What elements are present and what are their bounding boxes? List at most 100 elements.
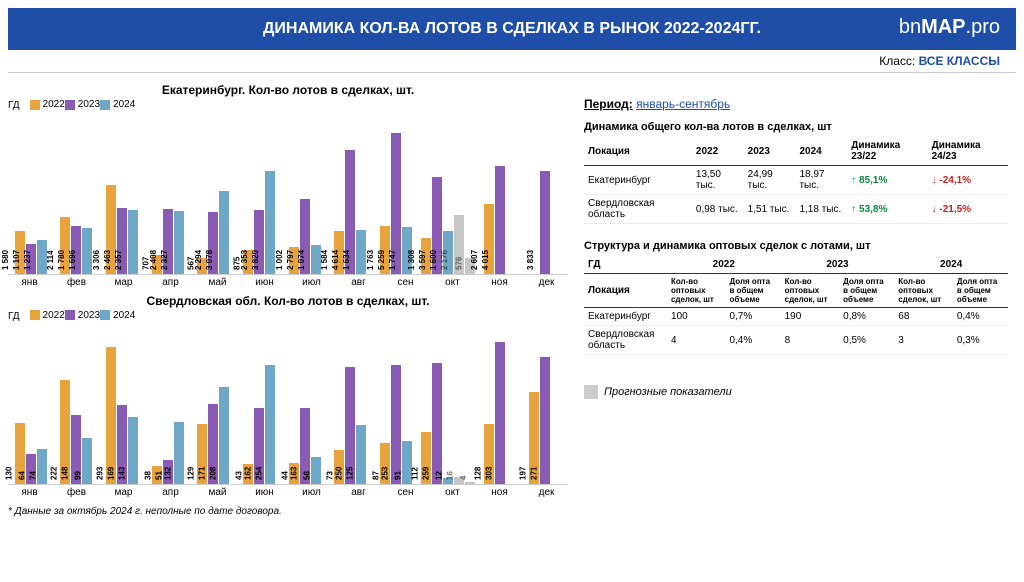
bar-value: 3 597 xyxy=(418,249,427,269)
dynamics-cell: 53,8% xyxy=(847,195,927,224)
bar-value: 125 xyxy=(346,467,355,480)
table-header: Доля опта в общем объеме xyxy=(839,274,894,308)
bar-value: 162 xyxy=(243,467,252,480)
table-cell: 0,98 тыс. xyxy=(692,195,744,224)
bar-value: 143 xyxy=(117,467,126,480)
bar-value: 303 xyxy=(484,467,493,480)
bar-value: 197 xyxy=(519,467,528,480)
table-cell: 1,51 тыс. xyxy=(744,195,796,224)
charts-panel: Екатеринбург. Кол-во лотов в сделках, шт… xyxy=(8,77,568,517)
legend-swatch-icon xyxy=(100,310,110,320)
bar: 2 357 xyxy=(128,210,138,273)
legend-label: 2024 xyxy=(113,310,135,321)
bar-group: 129171208 xyxy=(193,387,235,485)
bar: 253 xyxy=(391,365,401,484)
legend-swatch-icon xyxy=(100,100,110,110)
axis-label: апр xyxy=(149,275,192,288)
table-row: Екатеринбург13,50 тыс.24,99 тыс.18,97 ты… xyxy=(584,166,1008,195)
period-label: Период: xyxy=(584,97,633,111)
bar-value: 254 xyxy=(254,467,263,480)
table2: ГД202220232024ЛокацияКол-во оптовых сдел… xyxy=(584,256,1008,355)
chart1: 1 5801 1071 2372 1141 7801 6963 3062 463… xyxy=(8,115,568,275)
forecast-label: Прогнозные показатели xyxy=(604,386,732,398)
class-filter: Класс: ВСЕ КЛАССЫ xyxy=(8,50,1016,73)
table-header: Динамика 24/23 xyxy=(928,137,1008,166)
table-header: Кол-во оптовых сделок, шт xyxy=(781,274,840,308)
bar-value: 1 763 xyxy=(366,249,375,269)
bar-value: 222 xyxy=(50,467,59,480)
table-header: Кол-во оптовых сделок, шт xyxy=(894,274,953,308)
bar-value: 2 357 xyxy=(114,249,123,269)
bar-value: 132 xyxy=(163,467,172,480)
table-cell: 0,3% xyxy=(953,326,1008,355)
gd-label: ГД xyxy=(8,100,20,111)
bar-value: 5 259 xyxy=(377,249,386,269)
bar: 3 820 xyxy=(265,171,275,273)
bar-value: 259 xyxy=(421,467,430,480)
bar: 254 xyxy=(265,365,275,484)
table-cell: Свердловская область xyxy=(584,195,692,224)
gd-label: ГД xyxy=(8,311,20,322)
bar-value: 1 074 xyxy=(297,249,306,269)
axis-label: июл xyxy=(290,485,333,498)
bar-group: 3 3062 4632 357 xyxy=(101,185,143,274)
table-cell: 8 xyxy=(781,326,840,355)
axis-label: июн xyxy=(243,275,286,288)
bar: 99 xyxy=(82,438,92,484)
table-cell: 190 xyxy=(781,308,840,326)
bar: 293 xyxy=(106,347,116,484)
legend-item: 2023 xyxy=(65,310,100,321)
tables-panel: Период: январь-сентябрь Динамика общего … xyxy=(576,77,1016,517)
bar: 74 xyxy=(37,449,47,484)
axis-label: авг xyxy=(337,485,380,498)
bar-group: 197271 xyxy=(524,357,566,484)
bar: 125 xyxy=(356,425,366,484)
bar-group: 2 6074 015 xyxy=(479,166,521,274)
axis-label: янв xyxy=(8,485,51,498)
table1: Локация202220232024Динамика 23/22Динамик… xyxy=(584,137,1008,224)
legend-item: 2022 xyxy=(30,99,65,110)
table-row: Екатеринбург1000,7%1900,8%680,4% xyxy=(584,308,1008,326)
table-header: Доля опта в общем объеме xyxy=(725,274,780,308)
header-title: ДИНАМИКА КОЛ-ВА ЛОТОВ В СДЕЛКАХ В РЫНОК … xyxy=(263,20,761,37)
bar-value: 148 xyxy=(61,467,70,480)
axis-label: дек xyxy=(525,275,568,288)
table-header: 2022 xyxy=(667,256,781,274)
table-header: Динамика 23/22 xyxy=(847,137,927,166)
bar-group: 11225912164 xyxy=(421,363,475,484)
table-cell: Екатеринбург xyxy=(584,308,667,326)
chart1-title: Екатеринбург. Кол-во лотов в сделках, шт… xyxy=(8,83,568,97)
table-header: Доля опта в общем объеме xyxy=(953,274,1008,308)
table-cell: 0,8% xyxy=(839,308,894,326)
bar-value: 2 797 xyxy=(286,249,295,269)
table-cell: 0,7% xyxy=(725,308,780,326)
axis-label: май xyxy=(196,485,239,498)
axis-label: фев xyxy=(55,275,98,288)
legend-label: 2024 xyxy=(113,99,135,110)
bar-value: 99 xyxy=(74,471,83,480)
bar-value: 16 xyxy=(445,471,454,480)
bar: 271 xyxy=(540,357,550,484)
table-cell: 0,5% xyxy=(839,326,894,355)
axis-label: ноя xyxy=(478,485,521,498)
table-cell: 13,50 тыс. xyxy=(692,166,744,195)
footnote: * Данные за октябрь 2024 г. неполные по … xyxy=(8,506,568,517)
bar-value: 2 607 xyxy=(470,249,479,269)
axis-label: окт xyxy=(431,275,474,288)
table-cell: 4 xyxy=(667,326,726,355)
bar-value: 1 237 xyxy=(23,249,32,269)
bar-value: 1 107 xyxy=(12,249,21,269)
table-row: Свердловская область0,98 тыс.1,51 тыс.1,… xyxy=(584,195,1008,224)
chart2-title: Свердловская обл. Кол-во лотов в сделках… xyxy=(8,294,568,308)
dynamics-cell: -24,1% xyxy=(928,166,1008,195)
axis-label: сен xyxy=(384,485,427,498)
axis-label: авг xyxy=(337,275,380,288)
table-header: 2024 xyxy=(795,137,847,166)
table-header: 2023 xyxy=(744,137,796,166)
bar: 208 xyxy=(219,387,229,485)
bar-group: 4416358 xyxy=(284,408,326,484)
main-content: Екатеринбург. Кол-во лотов в сделках, шт… xyxy=(8,73,1016,517)
axis-label: июн xyxy=(243,485,286,498)
bar: 132 xyxy=(174,422,184,484)
axis-label: сен xyxy=(384,275,427,288)
